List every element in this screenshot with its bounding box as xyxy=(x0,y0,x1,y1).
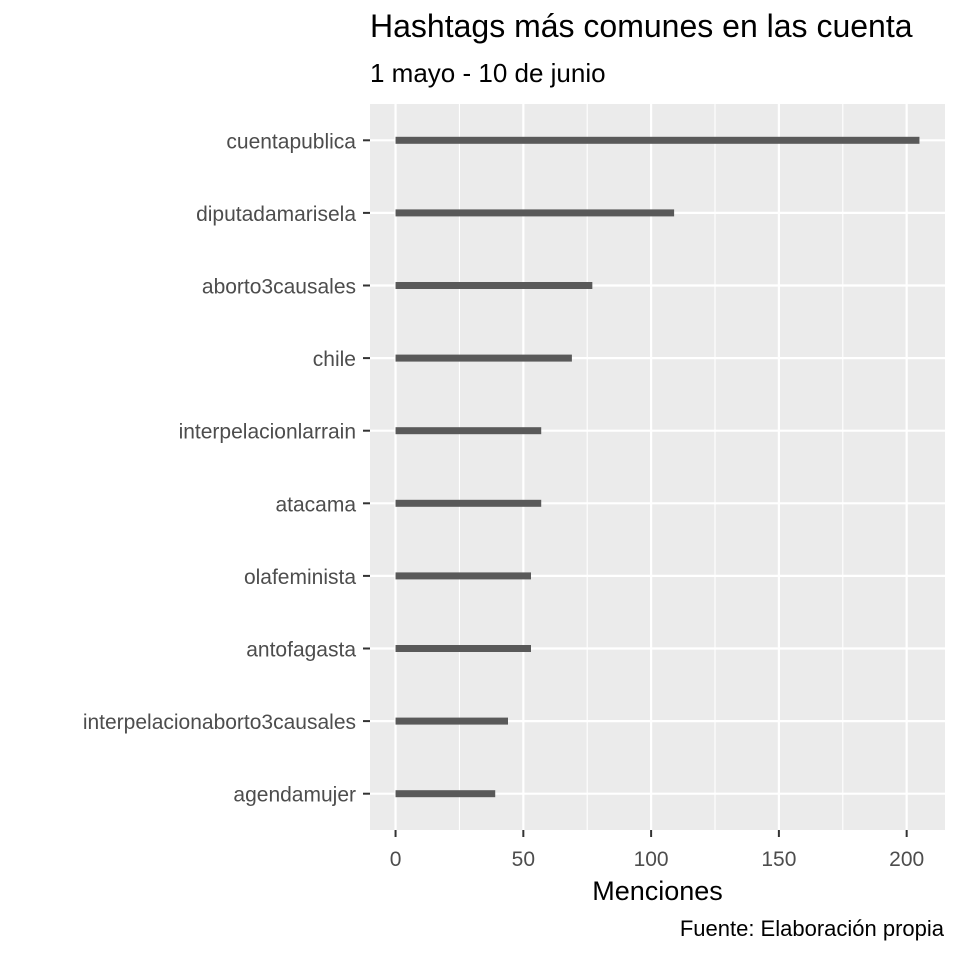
bar-interpelacionaborto3causales xyxy=(395,717,508,725)
x-tick-label: 200 xyxy=(889,848,924,871)
y-tick-label: interpelacionaborto3causales xyxy=(83,711,356,734)
x-axis-title: Menciones xyxy=(592,876,723,906)
bar-aborto3causales xyxy=(395,282,593,289)
chart-caption: Fuente: Elaboración propia xyxy=(679,916,944,941)
y-tick-label: chile xyxy=(313,348,356,371)
y-tick-label: interpelacionlarrain xyxy=(179,421,356,444)
y-tick-label: atacama xyxy=(275,493,356,516)
x-tick-label: 150 xyxy=(761,848,796,871)
bar-antofagasta xyxy=(395,645,531,652)
bar-diputadamarisela xyxy=(395,209,675,217)
y-tick-label: aborto3causales xyxy=(202,276,356,299)
bar-cuentapublica xyxy=(395,136,920,144)
chart-subtitle: 1 mayo - 10 de junio xyxy=(370,58,606,88)
bar-agendamujer xyxy=(395,790,496,798)
y-tick-label: diputadamarisela xyxy=(196,203,356,226)
chart-title: Hashtags más comunes en las cuenta xyxy=(370,8,913,44)
bar-interpelacionlarrain xyxy=(395,427,542,435)
y-tick-label: antofagasta xyxy=(246,639,356,662)
x-tick-label: 0 xyxy=(390,848,402,871)
bar-olafeminista xyxy=(395,572,531,580)
bar-atacama xyxy=(395,499,542,507)
bar-chile xyxy=(395,354,572,362)
y-tick-label: cuentapublica xyxy=(226,130,356,153)
x-tick-label: 50 xyxy=(512,848,535,871)
y-tick-label: olafeminista xyxy=(244,566,356,589)
y-tick-label: agendamujer xyxy=(233,784,356,807)
x-tick-label: 100 xyxy=(634,848,669,871)
plot-panel xyxy=(370,104,945,830)
